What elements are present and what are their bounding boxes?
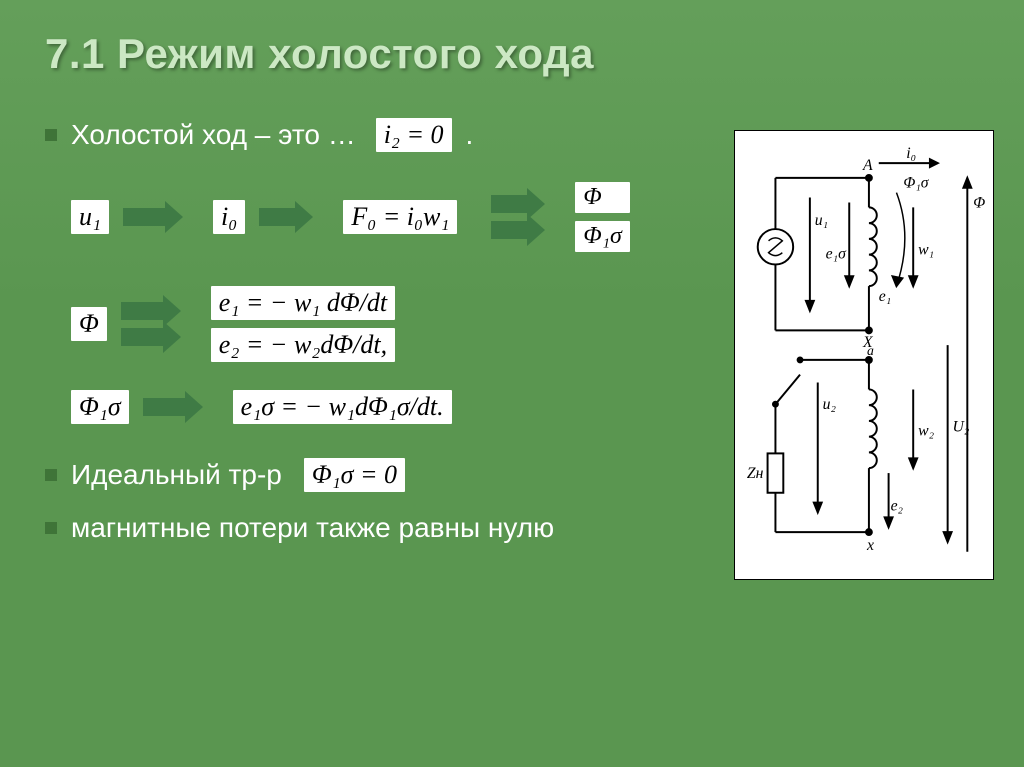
- period: .: [466, 119, 474, 151]
- bullet-icon: [45, 469, 57, 481]
- diag-a: a: [867, 343, 874, 358]
- diag-Phi1s: Φ₁σ: [903, 175, 929, 192]
- arrow-icon: [143, 398, 187, 416]
- arrow-icon: [259, 208, 297, 226]
- bullet-1: Холостой ход – это … i₂ = 0 .: [45, 118, 705, 152]
- arrow-icon: [121, 302, 165, 320]
- formula-phi1s: Φ₁σ: [575, 221, 629, 252]
- formula-e1s: e₁σ = − w₁dΦ₁σ/dt.: [233, 390, 452, 424]
- bullet-3: магнитные потери также равны нулю: [45, 512, 705, 544]
- flow-row-3: Φ₁σ e₁σ = − w₁dΦ₁σ/dt.: [71, 390, 705, 424]
- formula-i0: i₀: [213, 200, 245, 234]
- diag-Zn: Zн: [747, 465, 764, 482]
- arrow-icon: [123, 208, 167, 226]
- bullet-icon: [45, 522, 57, 534]
- formula-e1: e₁ = − w₁ dΦ/dt: [211, 286, 395, 320]
- diag-e1s: e₁σ: [826, 246, 847, 263]
- arrow-stack-2: [121, 302, 165, 346]
- diag-u2: u₂: [823, 396, 837, 413]
- arrow-icon: [491, 195, 529, 213]
- formula-phi1s-left: Φ₁σ: [71, 390, 129, 424]
- formula-u1: u₁: [71, 200, 109, 234]
- bullet-2: Идеальный тр-р Φ₁σ = 0: [45, 458, 705, 492]
- formula-phi: Φ: [71, 307, 107, 341]
- bullet-1-text: Холостой ход – это …: [71, 119, 356, 151]
- diag-w1: w₁: [918, 242, 934, 259]
- diag-i0: i₀: [906, 145, 916, 162]
- flow-row-1: u₁ i₀ F₀ = i₀w₁ Φ Φ₁σ: [71, 182, 705, 252]
- diag-w2: w₂: [918, 423, 934, 440]
- formula-phi-top: Φ: [575, 182, 629, 213]
- diag-x: x: [866, 537, 874, 554]
- slide-title: 7.1 Режим холостого хода: [45, 30, 979, 78]
- diag-e2: e₂: [891, 497, 904, 514]
- formula-phi1s-zero: Φ₁σ = 0: [304, 458, 405, 492]
- diag-Phi: Φ: [973, 194, 985, 211]
- formula-e2: e₂ = − w₂dΦ/dt,: [211, 328, 395, 362]
- formula-F0: F₀ = i₀w₁: [343, 200, 457, 234]
- phi-stack: Φ Φ₁σ: [575, 182, 629, 252]
- e-stack: e₁ = − w₁ dΦ/dt e₂ = − w₂dΦ/dt,: [211, 286, 395, 362]
- circuit-diagram: A i₀ Φ₁σ Φ u₁ e₁σ w₁ e₁ X a u₂ w₂ e₂ Zн …: [734, 130, 994, 580]
- formula-i2: i₂ = 0: [376, 118, 452, 152]
- diag-e1: e₁: [879, 288, 891, 305]
- arrow-icon: [121, 328, 165, 346]
- flow-row-2: Φ e₁ = − w₁ dΦ/dt e₂ = − w₂dΦ/dt,: [71, 286, 705, 362]
- slide: 7.1 Режим холостого хода Холостой ход – …: [0, 0, 1024, 767]
- diag-A: A: [862, 157, 873, 174]
- diag-U2: U₂: [953, 419, 970, 436]
- arrow-icon: [491, 221, 529, 239]
- bullet-icon: [45, 129, 57, 141]
- content-area: Холостой ход – это … i₂ = 0 . u₁ i₀ F₀ =…: [45, 118, 705, 678]
- arrow-stack: [491, 195, 529, 239]
- diag-u1: u₁: [815, 212, 828, 229]
- bullet-3-text: магнитные потери также равны нулю: [71, 512, 554, 544]
- bullet-2-text: Идеальный тр-р: [71, 459, 282, 491]
